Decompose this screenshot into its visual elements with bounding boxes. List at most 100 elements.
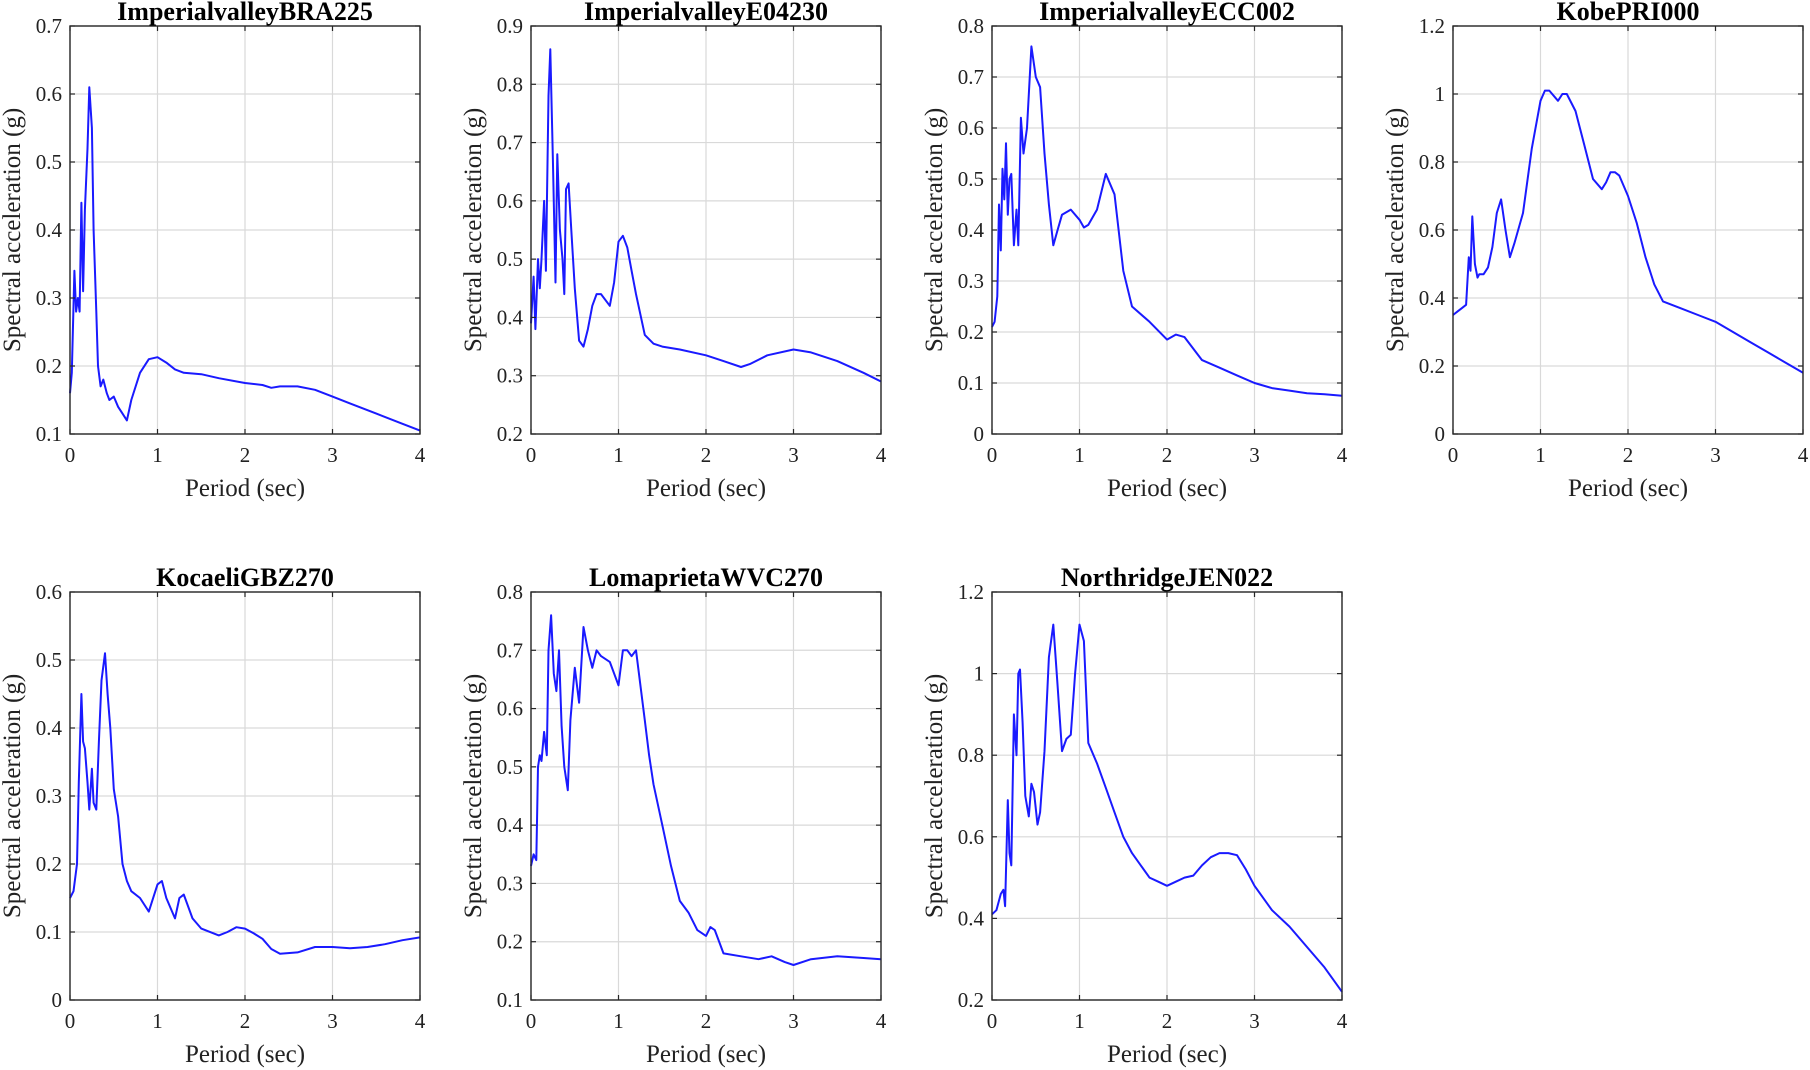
- x-tick-label: 2: [240, 1009, 251, 1033]
- y-tick-label: 0.4: [36, 218, 63, 242]
- x-tick-label: 0: [65, 443, 76, 467]
- x-tick-label: 4: [415, 443, 426, 467]
- x-axis-label: Period (sec): [1107, 1041, 1227, 1068]
- y-tick-label: 0.4: [36, 716, 63, 740]
- y-tick-label: 0.3: [958, 269, 984, 293]
- series-line: [991, 45, 1343, 397]
- y-tick-label: 0.7: [497, 638, 523, 662]
- subplot-5: 0 1 2 3 4 0 0.1 0.2 0.3 0.4 0.5 0.6 KocaeliGBZ270 Per…: [0, 563, 426, 1068]
- y-tick-label: 0.6: [36, 82, 62, 106]
- grid: [991, 591, 1343, 1001]
- series-line: [530, 48, 882, 383]
- x-tick-label: 4: [1337, 443, 1348, 467]
- grid: [69, 25, 421, 435]
- y-axis-label: Spectral acceleration (g): [1382, 108, 1409, 352]
- y-tick-label: 0.5: [36, 648, 62, 672]
- y-tick-label: 0.5: [497, 247, 523, 271]
- x-tick-label: 0: [987, 1009, 998, 1033]
- x-tick-label: 4: [415, 1009, 426, 1033]
- x-axis-label: Period (sec): [1568, 475, 1688, 502]
- x-tick-label: 2: [1162, 443, 1173, 467]
- x-tick-label: 0: [526, 1009, 537, 1033]
- plot-title: LomaprietaWVC270: [589, 563, 823, 592]
- x-tick-label: 3: [788, 1009, 799, 1033]
- y-tick-label: 0.5: [958, 167, 984, 191]
- y-tick-label: 0.3: [36, 784, 62, 808]
- y-tick-label: 0.7: [958, 65, 984, 89]
- y-tick-label: 0.8: [497, 580, 523, 604]
- y-axis-label: Spectral acceleration (g): [921, 108, 948, 352]
- y-tick-label: 0.2: [36, 354, 62, 378]
- x-axis-label: Period (sec): [1107, 475, 1227, 502]
- x-tick-label: 1: [1535, 443, 1546, 467]
- x-tick-label: 3: [327, 443, 338, 467]
- subplot-4: 0 1 2 3 4 0 0.2 0.4 0.6 0.8 1 1.2 KobePRI000 Period (…: [1382, 0, 1809, 502]
- plot-title: NorthridgeJEN022: [1061, 563, 1273, 592]
- y-tick-label: 0.6: [958, 116, 984, 140]
- y-tick-label: 1.2: [958, 580, 984, 604]
- x-tick-label: 2: [1623, 443, 1634, 467]
- y-tick-label: 0.8: [497, 72, 523, 96]
- x-tick-label: 1: [1074, 443, 1085, 467]
- y-tick-label: 0.8: [958, 743, 984, 767]
- y-tick-label: 0.7: [497, 131, 523, 155]
- y-tick-label: 0.3: [497, 364, 523, 388]
- plot-title: KocaeliGBZ270: [156, 563, 334, 592]
- y-tick-label: 0.1: [497, 988, 523, 1012]
- y-tick-label: 0.5: [497, 755, 523, 779]
- x-tick-label: 2: [701, 443, 712, 467]
- subplot-3: 0 1 2 3 4 0 0.1 0.2 0.3 0.4 0.5 0.6 0.7 0.8 Imperialva…: [921, 0, 1348, 502]
- x-axis-label: Period (sec): [646, 475, 766, 502]
- x-tick-label: 0: [987, 443, 998, 467]
- y-tick-label: 0.4: [497, 305, 524, 329]
- plot-title: ImperialvalleyE04230: [584, 0, 828, 26]
- series-line: [69, 86, 421, 432]
- series-line: [991, 623, 1343, 993]
- x-tick-label: 3: [1249, 443, 1260, 467]
- x-tick-label: 3: [1249, 1009, 1260, 1033]
- y-axis-label: Spectral acceleration (g): [460, 674, 487, 918]
- y-tick-label: 0.4: [1419, 286, 1446, 310]
- y-tick-label: 0.2: [958, 988, 984, 1012]
- y-tick-label: 0.8: [1419, 150, 1445, 174]
- x-tick-label: 1: [152, 443, 163, 467]
- y-tick-label: 0: [1435, 422, 1446, 446]
- plot-title: KobePRI000: [1557, 0, 1700, 26]
- x-tick-label: 4: [1337, 1009, 1348, 1033]
- x-tick-label: 4: [1798, 443, 1809, 467]
- x-tick-label: 3: [788, 443, 799, 467]
- y-axis-label: Spectral acceleration (g): [921, 674, 948, 918]
- y-tick-label: 0.6: [1419, 218, 1445, 242]
- series-line: [1452, 89, 1804, 374]
- x-axis-label: Period (sec): [646, 1041, 766, 1068]
- x-tick-label: 0: [1448, 443, 1459, 467]
- y-tick-label: 0.2: [497, 930, 523, 954]
- x-tick-label: 2: [240, 443, 251, 467]
- x-tick-label: 0: [65, 1009, 76, 1033]
- y-tick-label: 0.1: [36, 920, 62, 944]
- y-tick-label: 0.6: [497, 189, 523, 213]
- y-tick-label: 0.3: [36, 286, 62, 310]
- y-tick-label: 0.5: [36, 150, 62, 174]
- y-tick-label: 0.2: [36, 852, 62, 876]
- y-axis-label: Spectral acceleration (g): [0, 108, 26, 352]
- x-tick-label: 2: [701, 1009, 712, 1033]
- subplot-7: 0 1 2 3 4 0.2 0.4 0.6 0.8 1 1.2 NorthridgeJEN022 Per…: [921, 563, 1348, 1068]
- y-tick-label: 0.9: [497, 14, 523, 38]
- y-axis-label: Spectral acceleration (g): [0, 674, 26, 918]
- y-axis-label: Spectral acceleration (g): [460, 108, 487, 352]
- y-tick-label: 0.2: [1419, 354, 1445, 378]
- y-tick-label: 0.1: [958, 371, 984, 395]
- y-tick-label: 0.3: [497, 871, 523, 895]
- y-tick-label: 0.6: [36, 580, 62, 604]
- x-tick-label: 4: [876, 443, 887, 467]
- x-axis-label: Period (sec): [185, 475, 305, 502]
- x-tick-label: 1: [1074, 1009, 1085, 1033]
- plot-title: ImperialvalleyBRA225: [117, 0, 373, 26]
- x-axis-label: Period (sec): [185, 1041, 305, 1068]
- y-tick-label: 0.1: [36, 422, 62, 446]
- subplot-2: 0 1 2 3 4 0.2 0.3 0.4 0.5 0.6 0.7 0.8 0.9 Imperialval…: [460, 0, 887, 502]
- y-tick-label: 0: [52, 988, 63, 1012]
- grid: [69, 591, 421, 1001]
